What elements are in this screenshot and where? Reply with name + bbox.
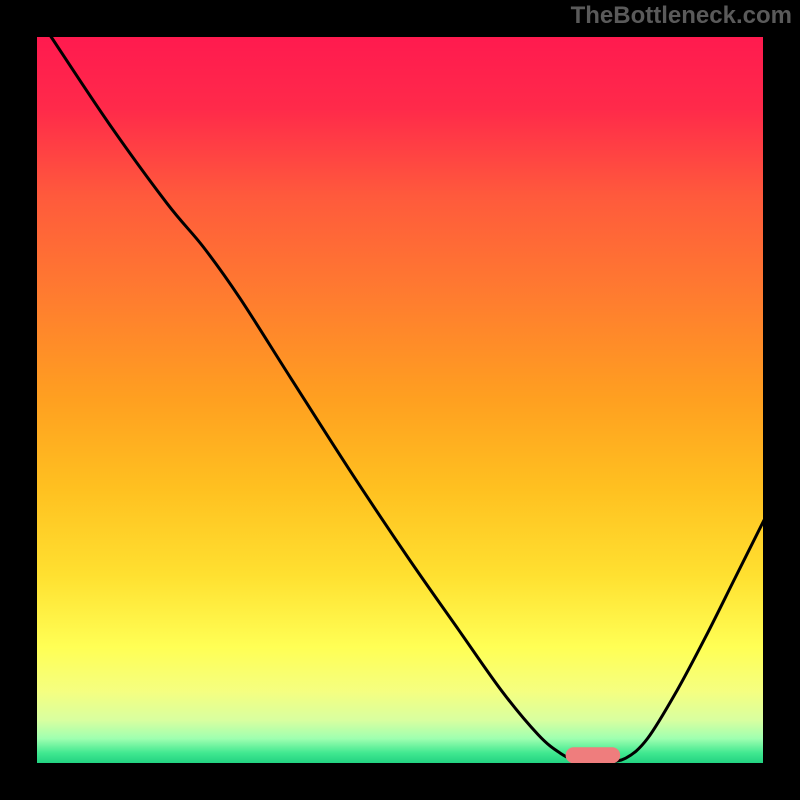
watermark-text: TheBottleneck.com bbox=[571, 2, 792, 30]
optimal-marker bbox=[566, 747, 621, 763]
bottleneck-chart bbox=[0, 0, 800, 800]
chart-container: TheBottleneck.com bbox=[0, 0, 800, 800]
plot-background bbox=[36, 36, 764, 764]
